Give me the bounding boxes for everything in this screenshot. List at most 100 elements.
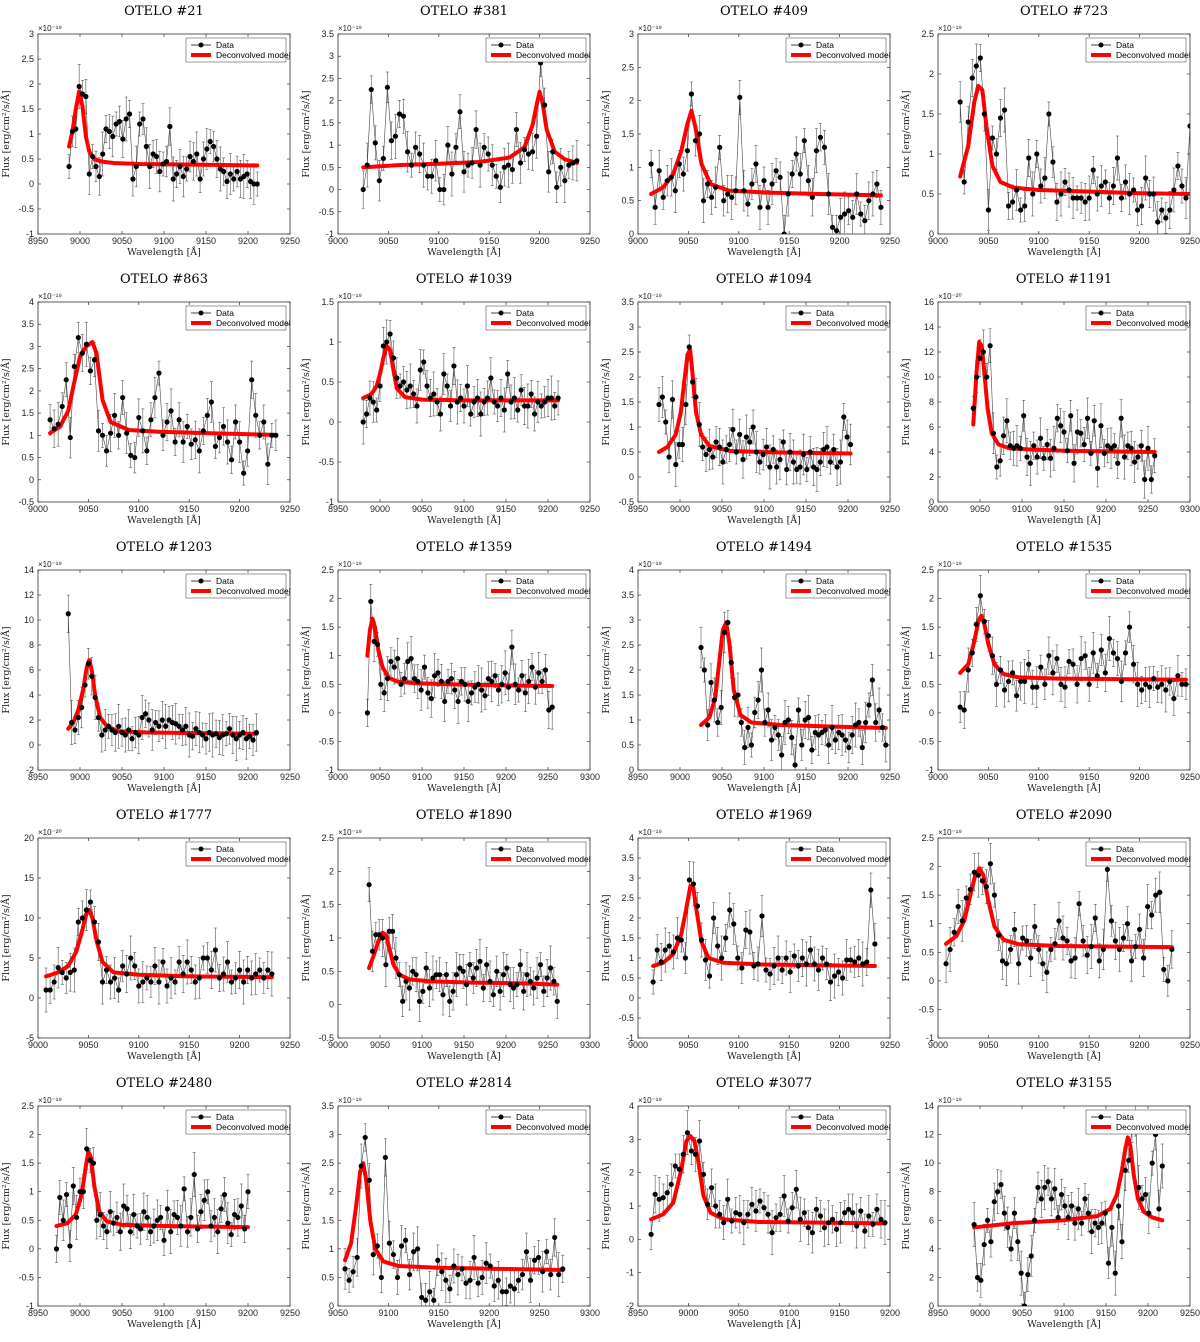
data-point	[519, 673, 525, 679]
x-tick-label: 8950	[628, 772, 648, 782]
data-point	[713, 184, 719, 190]
data-point	[763, 967, 769, 973]
y-tick-label: 0	[329, 1301, 334, 1311]
y-tick-label: 3.5	[321, 1101, 334, 1111]
data-point	[144, 448, 150, 454]
y-tick-label: 0	[29, 993, 34, 1003]
legend-data-label: Data	[216, 40, 234, 50]
data-point	[537, 962, 544, 968]
data-point	[1163, 687, 1169, 693]
data-point	[437, 972, 443, 978]
data-point	[502, 670, 508, 676]
y-tick-label: 0	[929, 497, 934, 507]
y-axis-label: Flux [erg/cm²/s/Å]	[0, 1162, 12, 1249]
x-axis-label: Wavelength [Å]	[727, 782, 801, 794]
legend-data-label: Data	[816, 844, 834, 854]
y-tick-label: 6	[29, 665, 34, 675]
data-point	[1042, 681, 1048, 687]
data-point	[702, 957, 709, 963]
data-point	[1145, 445, 1151, 451]
data-point	[249, 377, 255, 383]
x-tick-label: 9200	[230, 504, 250, 514]
data-point	[1005, 203, 1012, 209]
chart-title: OTELO #1191	[1016, 272, 1112, 287]
data-point	[488, 375, 494, 381]
y-tick-label: 0	[629, 765, 634, 775]
data-point	[994, 464, 1000, 470]
legend-data-label: Data	[1116, 576, 1134, 586]
data-point	[755, 961, 761, 967]
data-point	[163, 723, 169, 729]
data-point	[1122, 179, 1129, 185]
data-point	[879, 724, 886, 731]
data-point	[542, 102, 548, 108]
data-point	[708, 679, 714, 686]
data-point	[558, 164, 564, 170]
data-point	[679, 441, 686, 448]
data-point	[807, 449, 813, 455]
data-point	[771, 963, 777, 969]
data-point	[176, 417, 182, 423]
data-point	[367, 395, 373, 401]
x-tick-label: 9000	[628, 236, 648, 246]
y-tick-label: 0	[329, 708, 334, 718]
data-point	[1044, 441, 1050, 448]
data-point	[997, 667, 1004, 673]
data-point	[673, 461, 679, 468]
data-point	[1131, 459, 1138, 465]
y-tick-label: -1	[926, 765, 934, 775]
data-point	[156, 979, 162, 985]
y-multiplier: ×10⁻¹⁹	[338, 1096, 362, 1105]
data-point	[804, 466, 810, 473]
chart-title: OTELO #1359	[416, 540, 512, 555]
x-tick-label: 9250	[280, 1308, 300, 1318]
data-point	[59, 969, 65, 975]
data-point	[494, 968, 500, 974]
plot-frame	[337, 1105, 591, 1307]
data-point	[704, 181, 711, 187]
data-point	[696, 131, 703, 137]
data-point	[235, 1214, 241, 1221]
data-point	[200, 428, 206, 434]
legend-data-label: Data	[216, 1112, 234, 1122]
model-curve	[367, 930, 560, 987]
data-point	[414, 403, 420, 409]
data-point	[103, 967, 110, 973]
data-point	[430, 975, 436, 981]
data-point	[965, 119, 971, 125]
x-tick-label: 9000	[28, 1040, 48, 1050]
y-tick-label: 4	[29, 297, 34, 307]
plot-area	[957, 43, 1190, 234]
data-point	[1124, 921, 1131, 927]
data-point	[1153, 892, 1159, 898]
data-point	[444, 383, 450, 389]
plot-area	[360, 319, 561, 445]
y-axis-label: Flux [erg/cm²/s/Å]	[900, 894, 912, 981]
data-point	[682, 955, 688, 961]
data-point	[1005, 678, 1012, 685]
data-point	[200, 732, 206, 738]
y-tick-label: 2	[629, 96, 634, 106]
data-point	[442, 698, 448, 705]
data-point	[481, 144, 487, 150]
data-point	[672, 188, 678, 194]
x-tick-label: 9050	[978, 772, 998, 782]
chart-title: OTELO #1535	[1016, 540, 1112, 555]
data-point	[368, 598, 374, 605]
data-point	[468, 690, 475, 696]
data-point	[490, 992, 496, 998]
data-point	[92, 694, 98, 701]
model-curve	[365, 616, 555, 688]
data-point	[648, 161, 654, 167]
data-point	[394, 375, 400, 381]
data-point	[551, 978, 557, 984]
data-point	[807, 947, 813, 953]
data-point	[525, 151, 532, 157]
model-curve	[48, 340, 278, 437]
legend-data-label: Data	[1116, 308, 1134, 318]
data-point	[142, 711, 149, 717]
data-point	[242, 1226, 248, 1232]
